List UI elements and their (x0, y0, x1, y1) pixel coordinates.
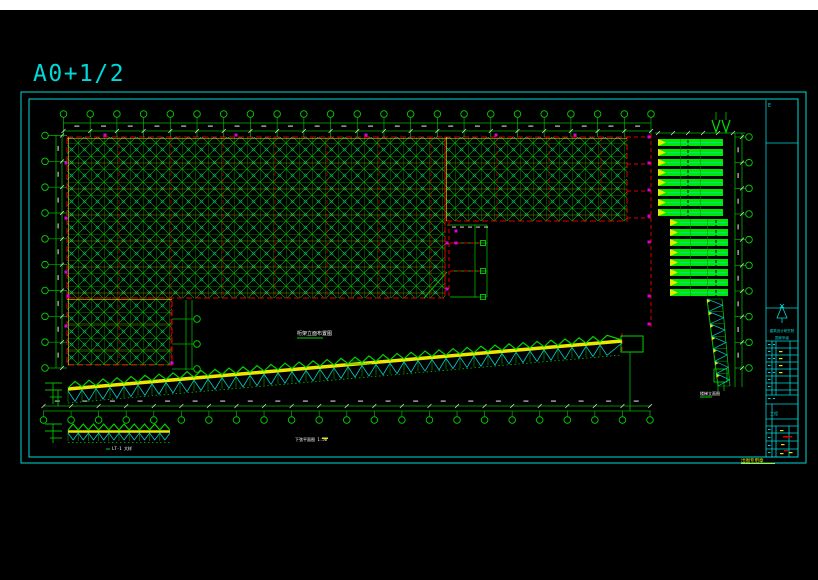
title-block: E 建筑设计研究院 国家甲级 工程 出图专用章 (741, 100, 798, 464)
firm-name-line2: 国家甲级 (775, 335, 789, 340)
grid-axis-bubbles-top (59, 110, 655, 137)
grid-corner-chamfer (423, 271, 448, 299)
grid-axis-bubbles-right (735, 133, 753, 372)
small-truss-label: LT-1 大样 (112, 445, 132, 451)
under-truss-label: 下弦平面图 1:50 (295, 436, 328, 442)
roof-grid-region (67, 298, 172, 365)
titleblock-mark: E (768, 103, 771, 109)
small-truss-detail (45, 423, 171, 443)
project-label: 工程 (770, 410, 778, 416)
drawing-labels: 桁架立面布置图 下弦平面图 1:50 LT-1 大样 楼梯立面图 (106, 330, 720, 451)
titleblock-bottom-note: 出图专用章 (741, 457, 764, 464)
inner-border (28, 98, 799, 458)
paper-frame (20, 91, 807, 464)
grid-axis-bubbles-left (41, 131, 67, 372)
breakline-icon (711, 119, 731, 134)
grid-axes (39, 110, 753, 424)
red-dashed-links (64, 133, 652, 365)
small-truss-support (45, 423, 62, 443)
truss-left-support (45, 382, 62, 406)
firm-name-line1: 建筑设计研究院 (770, 328, 795, 333)
grid-axis-bubbles-bottom (39, 400, 654, 424)
top-strip (0, 0, 818, 10)
outer-border (20, 91, 807, 464)
roof-grid-region (445, 137, 627, 221)
grid-axis-bubbles-sub (172, 315, 201, 373)
roof-grid (66, 136, 628, 366)
sheet-title: A0+1/2 (33, 61, 125, 87)
stair-structure (658, 112, 731, 298)
stair-truss-section (706, 298, 731, 391)
stair-section-label: 楼梯立面图 (700, 390, 720, 396)
main-truss-elevation (45, 334, 644, 411)
titleblock-row-marks (768, 344, 793, 455)
firm-logo-icon (776, 303, 788, 323)
roof-grid-region (67, 137, 445, 298)
plan-note-label: 桁架立面布置图 (297, 330, 332, 337)
